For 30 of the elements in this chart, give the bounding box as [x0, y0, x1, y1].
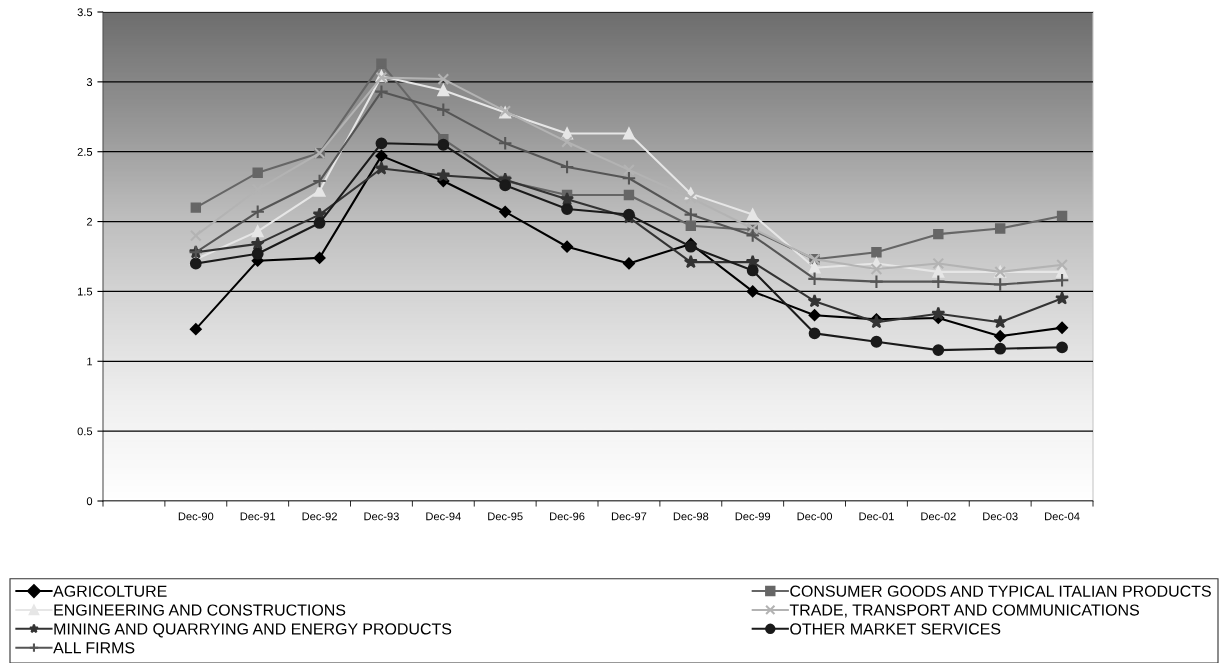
y-tick-label: 0	[86, 497, 93, 506]
x-tick-label: Dec-98	[673, 512, 709, 521]
y-tick-label: 1	[87, 357, 93, 366]
x-tick-label: Dec-01	[859, 512, 894, 521]
x-tick-label: Dec-03	[983, 512, 1018, 521]
legend-label: ALL FIRMS	[53, 642, 135, 654]
x-tick-label: Dec-02	[921, 512, 956, 521]
y-tick-label: 0.5	[77, 427, 93, 436]
x-tick-label: Dec-97	[611, 512, 647, 521]
y-tick-label: 3.5	[77, 8, 93, 17]
x-tick-label: Dec-04	[1045, 512, 1080, 521]
legend-label: CONSUMER GOODS AND TYPICAL ITALIAN PRODUCTS	[790, 585, 1211, 597]
x-tick-label: Dec-95	[488, 512, 523, 521]
x-tick-label: Dec-94	[426, 512, 461, 521]
x-tick-label: Dec-92	[302, 512, 337, 521]
legend-label: ENGINEERING AND CONSTRUCTIONS	[54, 604, 346, 616]
x-tick-label: Dec-91	[240, 512, 276, 521]
legend-label: MINING AND QUARRYING AND ENERGY PRODUCTS	[54, 623, 452, 638]
x-tick-label: Dec-93	[364, 512, 399, 521]
legend-label: TRADE, TRANSPORT AND COMMUNICATIONS	[789, 604, 1139, 618]
y-tick-label: 3	[86, 78, 93, 86]
legend-label: AGRICOLTURE	[53, 585, 167, 597]
x-tick-label: Dec-90	[178, 512, 214, 521]
y-tick-label: 2.5	[77, 147, 93, 156]
x-tick-label: Dec-96	[550, 512, 585, 521]
y-tick-label: 1.5	[77, 287, 93, 296]
x-tick-label: Dec-00	[797, 512, 833, 521]
y-tick-label: 2	[86, 217, 93, 226]
legend-label: OTHER MARKET SERVICES	[790, 623, 1001, 635]
x-tick-label: Dec-99	[735, 512, 771, 521]
